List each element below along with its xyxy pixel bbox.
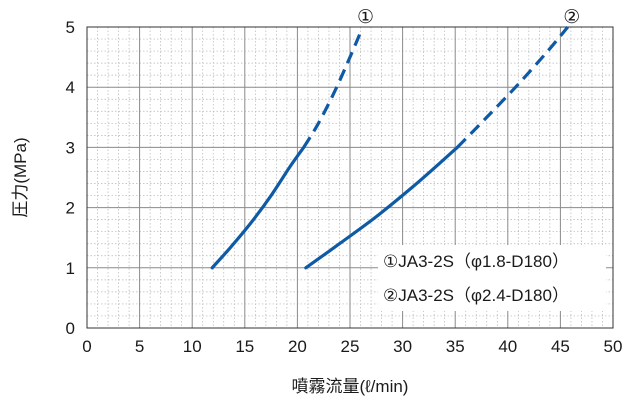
x-tick-label: 15 [235, 337, 254, 356]
legend: ①JA3-2S（φ1.8-D180） ②JA3-2S（φ2.4-D180） [378, 245, 606, 311]
series-1-dashed-line [302, 29, 364, 149]
series-2-marker-label: ② [563, 6, 580, 28]
series-1-marker-label: ① [357, 6, 374, 28]
plot-frame [86, 26, 614, 329]
minor-grid [87, 27, 613, 328]
y-tick-labels: 0 1 2 3 4 5 [66, 18, 75, 338]
x-tick-labels: 0 5 10 15 20 25 30 35 40 45 50 [82, 337, 622, 356]
x-tick-label: 35 [446, 337, 465, 356]
series-1-solid-line [210, 145, 306, 270]
y-tick-label: 5 [66, 18, 75, 37]
x-axis-title: 噴霧流量(ℓ/min) [292, 377, 409, 396]
y-tick-label: 1 [66, 259, 75, 278]
series-2-dashed-line [456, 25, 569, 149]
x-tick-label: 30 [393, 337, 412, 356]
y-tick-label: 0 [66, 319, 75, 338]
legend-entry-1: ①JA3-2S（φ1.8-D180） [383, 252, 569, 271]
x-tick-label: 0 [82, 337, 91, 356]
x-tick-label: 10 [183, 337, 202, 356]
x-tick-label: 45 [551, 337, 570, 356]
y-tick-label: 3 [66, 138, 75, 157]
y-tick-label: 4 [66, 78, 75, 97]
x-tick-label: 40 [498, 337, 517, 356]
x-tick-label: 20 [288, 337, 307, 356]
x-tick-label: 50 [604, 337, 623, 356]
y-axis-title: 圧力(MPa) [11, 137, 30, 217]
x-tick-label: 25 [341, 337, 360, 356]
legend-background [378, 245, 606, 311]
x-tick-label: 5 [135, 337, 144, 356]
legend-entry-2: ②JA3-2S（φ2.4-D180） [383, 286, 569, 305]
y-tick-label: 2 [66, 199, 75, 218]
series-2-solid-line [304, 145, 459, 270]
series-layer [210, 25, 569, 270]
